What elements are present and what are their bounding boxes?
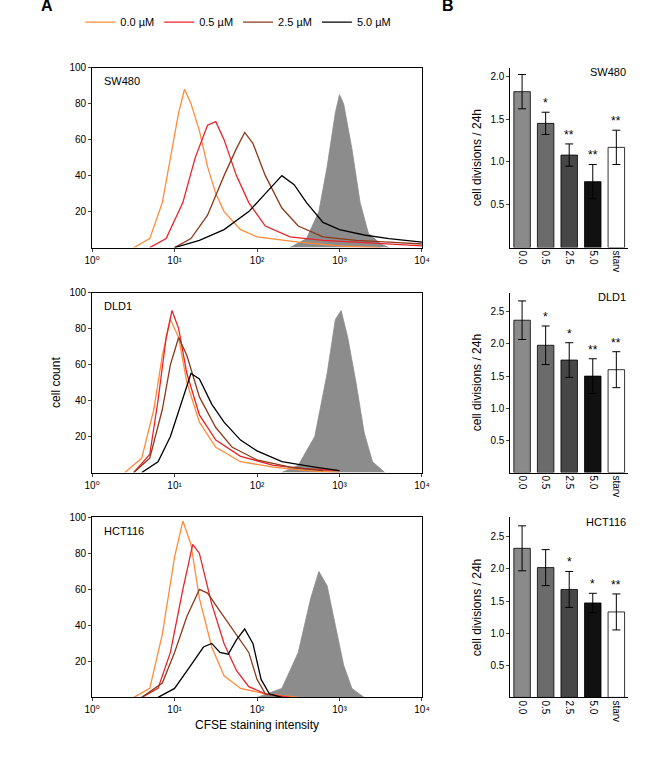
svg-text:10¹: 10¹ — [167, 704, 182, 715]
svg-text:5.0: 5.0 — [588, 476, 599, 490]
svg-text:10⁰: 10⁰ — [85, 255, 100, 266]
svg-text:2.5: 2.5 — [564, 700, 575, 714]
svg-text:10⁴: 10⁴ — [414, 704, 429, 715]
svg-text:cell divisions / 24h: cell divisions / 24h — [470, 334, 484, 431]
svg-text:**: ** — [588, 343, 598, 357]
svg-text:20: 20 — [75, 656, 87, 667]
svg-text:starv: starv — [611, 251, 622, 273]
svg-text:2.5: 2.5 — [490, 306, 504, 317]
svg-text:60: 60 — [75, 359, 87, 370]
svg-text:1.0: 1.0 — [490, 156, 504, 167]
svg-text:**: ** — [611, 114, 621, 128]
svg-text:0.5 µM: 0.5 µM — [199, 16, 233, 28]
svg-text:60: 60 — [75, 134, 87, 145]
svg-text:0.0: 0.0 — [517, 476, 528, 490]
svg-text:1.0: 1.0 — [490, 403, 504, 414]
svg-text:*: * — [567, 327, 572, 341]
svg-text:5.0 µM: 5.0 µM — [357, 16, 391, 28]
svg-text:100: 100 — [69, 62, 86, 73]
svg-text:cell divisions / 24h: cell divisions / 24h — [470, 559, 484, 656]
svg-text:80: 80 — [75, 98, 87, 109]
svg-text:B: B — [442, 0, 454, 14]
svg-text:**: ** — [588, 148, 598, 162]
svg-text:starv: starv — [611, 700, 622, 722]
svg-text:10⁴: 10⁴ — [414, 480, 429, 491]
svg-text:10²: 10² — [250, 255, 265, 266]
svg-text:2.5: 2.5 — [564, 476, 575, 490]
svg-text:40: 40 — [75, 170, 87, 181]
svg-text:CFSE staining intensity: CFSE staining intensity — [195, 718, 319, 732]
svg-text:20: 20 — [75, 206, 87, 217]
svg-text:5.0: 5.0 — [588, 251, 599, 265]
svg-text:1.5: 1.5 — [490, 596, 504, 607]
svg-text:5.0: 5.0 — [588, 700, 599, 714]
svg-text:100: 100 — [69, 512, 86, 523]
svg-text:10²: 10² — [250, 480, 265, 491]
svg-text:40: 40 — [75, 620, 87, 631]
svg-text:1.5: 1.5 — [490, 114, 504, 125]
svg-text:2.5: 2.5 — [490, 531, 504, 542]
svg-text:100: 100 — [69, 287, 86, 298]
svg-text:**: ** — [564, 128, 574, 142]
svg-text:DLD1: DLD1 — [598, 291, 626, 303]
svg-text:DLD1: DLD1 — [104, 300, 132, 312]
svg-text:*: * — [590, 577, 595, 591]
svg-text:10³: 10³ — [332, 480, 347, 491]
svg-text:starv: starv — [611, 476, 622, 498]
svg-text:0.5: 0.5 — [490, 435, 504, 446]
svg-text:0.5: 0.5 — [540, 476, 551, 490]
svg-text:80: 80 — [75, 548, 87, 559]
svg-text:cell count: cell count — [49, 357, 63, 408]
svg-text:0.5: 0.5 — [490, 199, 504, 210]
svg-text:cell divisions / 24h: cell divisions / 24h — [470, 109, 484, 206]
svg-text:60: 60 — [75, 584, 87, 595]
svg-text:SW480: SW480 — [590, 66, 626, 78]
svg-text:2.5: 2.5 — [564, 251, 575, 265]
svg-text:SW480: SW480 — [104, 75, 140, 87]
svg-text:10⁴: 10⁴ — [414, 255, 429, 266]
svg-text:0.0 µM: 0.0 µM — [120, 16, 154, 28]
svg-text:0.5: 0.5 — [490, 660, 504, 671]
svg-text:2.5 µM: 2.5 µM — [278, 16, 312, 28]
svg-text:1.0: 1.0 — [490, 628, 504, 639]
svg-text:10³: 10³ — [332, 704, 347, 715]
svg-text:80: 80 — [75, 323, 87, 334]
svg-text:40: 40 — [75, 395, 87, 406]
svg-text:*: * — [567, 555, 572, 569]
svg-text:2.0: 2.0 — [490, 563, 504, 574]
svg-text:0.0: 0.0 — [517, 251, 528, 265]
svg-text:1.5: 1.5 — [490, 371, 504, 382]
svg-text:**: ** — [611, 336, 621, 350]
svg-text:*: * — [543, 310, 548, 324]
svg-text:10²: 10² — [250, 704, 265, 715]
svg-text:HCT116: HCT116 — [104, 525, 144, 537]
svg-text:HCT116: HCT116 — [586, 516, 626, 528]
svg-text:10¹: 10¹ — [167, 255, 182, 266]
svg-text:20: 20 — [75, 431, 87, 442]
svg-text:10⁰: 10⁰ — [85, 704, 100, 715]
svg-text:10⁰: 10⁰ — [85, 480, 100, 491]
svg-text:0.5: 0.5 — [540, 251, 551, 265]
svg-text:A: A — [41, 0, 53, 14]
svg-text:0.5: 0.5 — [540, 700, 551, 714]
svg-text:10¹: 10¹ — [167, 480, 182, 491]
svg-text:**: ** — [611, 578, 621, 592]
svg-text:2.0: 2.0 — [490, 338, 504, 349]
svg-text:10³: 10³ — [332, 255, 347, 266]
svg-text:0.0: 0.0 — [517, 700, 528, 714]
svg-text:*: * — [543, 96, 548, 110]
svg-text:2.0: 2.0 — [490, 71, 504, 82]
